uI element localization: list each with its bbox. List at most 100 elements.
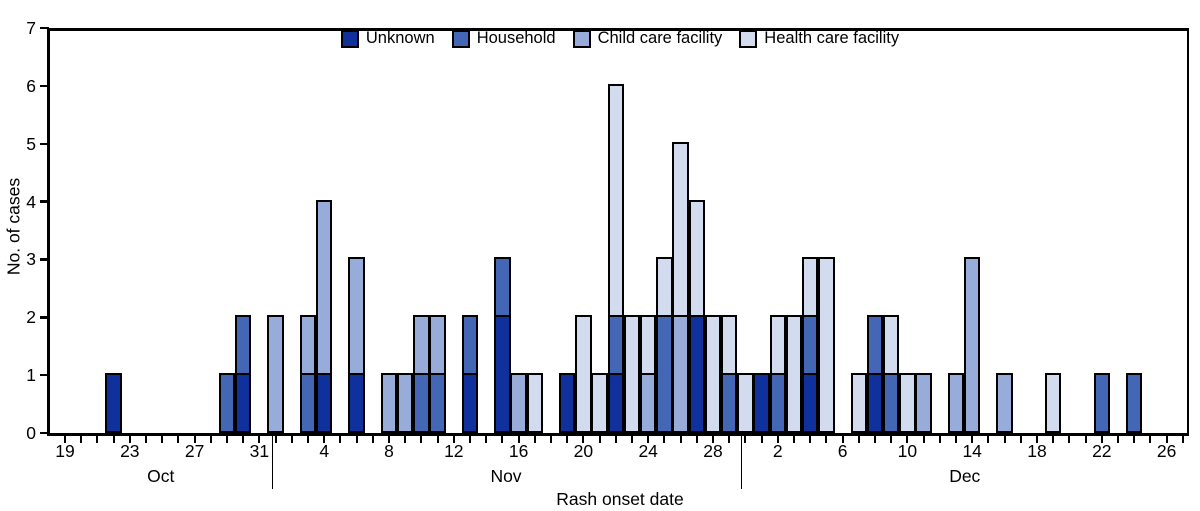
x-tick xyxy=(96,436,99,443)
x-tick xyxy=(598,436,601,443)
bar-segment-health-care-facility xyxy=(640,315,657,376)
x-tick xyxy=(971,436,974,443)
x-axis-title: Rash onset date xyxy=(556,489,684,509)
bar-dec-day-44 xyxy=(769,315,786,433)
legend-label: Child care facility xyxy=(597,29,723,47)
bar-segment-child-care-facility xyxy=(964,257,981,433)
bar-segment-household xyxy=(429,373,446,433)
legend-swatch xyxy=(340,29,359,48)
bar-segment-unknown xyxy=(753,373,770,433)
bar-segment-health-care-facility xyxy=(672,141,689,318)
x-tick xyxy=(630,436,634,443)
bar-segment-unknown xyxy=(461,373,479,433)
x-tick xyxy=(1052,436,1055,443)
legend-swatch xyxy=(739,29,758,48)
bar-segment-household xyxy=(656,315,673,433)
bar-dec-day-61 xyxy=(1045,373,1062,433)
axis-bottom xyxy=(47,433,1189,436)
x-tick xyxy=(614,436,617,443)
x-tick xyxy=(468,436,472,443)
bar-nov-day-32 xyxy=(575,315,592,433)
bar-segment-child-care-facility xyxy=(915,373,932,433)
x-tick xyxy=(355,436,358,443)
bar-dec-day-45 xyxy=(785,315,803,433)
x-tick xyxy=(728,436,731,443)
month-label-dec: Dec xyxy=(949,466,981,486)
x-tick xyxy=(954,436,958,443)
x-tick xyxy=(1181,436,1184,443)
y-tick-label: 3 xyxy=(26,249,36,270)
x-tick xyxy=(485,436,488,443)
legend-item-unknown: Unknown xyxy=(340,29,435,48)
bar-segment-child-care-facility xyxy=(947,373,965,433)
x-tick xyxy=(566,436,569,443)
x-tick xyxy=(679,436,682,443)
x-tick xyxy=(193,436,196,443)
bar-segment-health-care-facility xyxy=(769,315,786,376)
x-tick xyxy=(647,436,650,443)
legend-label: Unknown xyxy=(365,29,435,47)
x-tick xyxy=(857,436,860,443)
bar-nov-day-41 xyxy=(721,315,738,433)
x-tick xyxy=(1019,436,1022,443)
bar-segment-household xyxy=(413,373,430,433)
x-tick-label: 12 xyxy=(444,441,464,461)
bar-nov-day-29 xyxy=(526,373,543,433)
bar-dec-day-58 xyxy=(996,373,1013,433)
bar-dec-day-49 xyxy=(850,373,867,433)
bar-segment-health-care-facility xyxy=(899,373,916,433)
bar-dec-day-43 xyxy=(753,373,770,433)
x-tick xyxy=(290,436,293,443)
x-tick-label: 2 xyxy=(772,441,783,461)
x-tick xyxy=(792,436,796,443)
x-tick xyxy=(549,436,553,443)
x-tick-label: 31 xyxy=(249,441,270,461)
bar-nov-day-13 xyxy=(267,315,284,433)
y-tick xyxy=(40,431,49,435)
bar-dec-day-66 xyxy=(1126,373,1143,433)
bar-dec-day-51 xyxy=(883,315,900,433)
x-tick xyxy=(404,436,407,443)
x-tick xyxy=(177,436,180,443)
x-tick xyxy=(582,436,585,443)
x-tick xyxy=(371,436,374,443)
x-tick xyxy=(744,436,747,443)
bar-segment-health-care-facility xyxy=(818,257,835,433)
bar-segment-child-care-facility xyxy=(348,257,365,376)
bar-segment-health-care-facility xyxy=(591,373,608,433)
bar-segment-unknown xyxy=(316,373,333,433)
x-tick xyxy=(501,436,504,443)
bar-nov-day-35 xyxy=(623,315,641,433)
bar-segment-household xyxy=(866,315,884,376)
bar-segment-child-care-facility xyxy=(672,315,689,433)
x-tick xyxy=(938,436,941,443)
bar-segment-health-care-facility xyxy=(575,315,592,433)
x-tick xyxy=(517,436,520,443)
bar-segment-child-care-facility xyxy=(299,315,317,376)
x-tick-label: 10 xyxy=(897,441,918,461)
bar-oct-day-3 xyxy=(105,373,122,433)
x-tick xyxy=(1133,436,1136,443)
bar-segment-household xyxy=(607,315,624,376)
bar-nov-day-23 xyxy=(429,315,446,433)
x-tick-label: 19 xyxy=(55,441,75,461)
y-tick-label: 4 xyxy=(26,191,36,212)
x-tick xyxy=(387,436,391,443)
bar-dec-day-64 xyxy=(1093,373,1110,433)
x-tick xyxy=(274,436,277,443)
bar-segment-unknown xyxy=(688,315,705,433)
x-tick xyxy=(436,436,439,443)
bar-segment-health-care-facility xyxy=(623,315,641,433)
frame-top xyxy=(47,28,1189,31)
bar-segment-health-care-facility xyxy=(883,315,900,376)
x-tick-label: 14 xyxy=(962,441,982,461)
x-tick xyxy=(1116,436,1120,443)
x-tick-label: 23 xyxy=(120,441,140,461)
x-tick xyxy=(209,436,212,443)
x-tick xyxy=(809,436,812,443)
bar-segment-child-care-facility xyxy=(996,373,1013,433)
x-tick xyxy=(711,436,715,443)
bar-nov-day-38 xyxy=(672,141,689,433)
bar-segment-household xyxy=(494,257,511,318)
x-tick-label: 20 xyxy=(573,441,594,461)
